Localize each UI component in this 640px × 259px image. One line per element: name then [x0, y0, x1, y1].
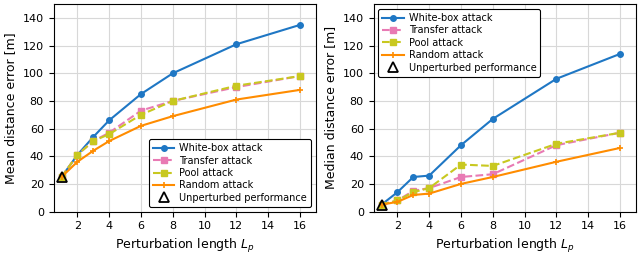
Transfer attack: [378, 203, 385, 206]
Random attack: [137, 124, 145, 127]
White-box attack: [426, 174, 433, 177]
Random attack: [58, 175, 65, 178]
Line: Transfer attack: Transfer attack: [59, 73, 303, 180]
Transfer attack: [489, 173, 497, 176]
White-box attack: [296, 23, 304, 26]
Pool attack: [394, 199, 401, 202]
Transfer attack: [137, 109, 145, 112]
Pool attack: [232, 84, 240, 87]
Transfer attack: [426, 186, 433, 190]
Pool attack: [58, 175, 65, 178]
White-box attack: [58, 175, 65, 178]
Line: Random attack: Random attack: [58, 87, 303, 181]
Random attack: [378, 203, 385, 206]
White-box attack: [90, 135, 97, 139]
Pool attack: [137, 113, 145, 116]
X-axis label: Perturbation length $L_p$: Perturbation length $L_p$: [435, 237, 575, 255]
Random attack: [296, 88, 304, 91]
White-box attack: [616, 52, 624, 55]
Transfer attack: [58, 175, 65, 178]
Random attack: [169, 114, 177, 118]
Line: Random attack: Random attack: [378, 145, 623, 208]
Transfer attack: [106, 131, 113, 134]
Pool attack: [106, 133, 113, 136]
White-box attack: [137, 92, 145, 96]
White-box attack: [169, 72, 177, 75]
Transfer attack: [232, 85, 240, 89]
Random attack: [616, 146, 624, 149]
White-box attack: [457, 144, 465, 147]
Pool attack: [552, 142, 560, 145]
Random attack: [489, 175, 497, 178]
White-box attack: [410, 175, 417, 178]
Line: Pool attack: Pool attack: [59, 73, 303, 180]
Pool attack: [378, 203, 385, 206]
White-box attack: [106, 119, 113, 122]
White-box attack: [552, 77, 560, 80]
Random attack: [457, 182, 465, 185]
Pool attack: [169, 99, 177, 103]
Line: Transfer attack: Transfer attack: [379, 130, 623, 207]
Pool attack: [457, 163, 465, 166]
Pool attack: [616, 131, 624, 134]
Pool attack: [410, 191, 417, 194]
Random attack: [426, 192, 433, 195]
Random attack: [74, 160, 81, 163]
White-box attack: [378, 203, 385, 206]
Transfer attack: [616, 131, 624, 134]
White-box attack: [394, 191, 401, 194]
White-box attack: [489, 117, 497, 120]
Transfer attack: [169, 99, 177, 103]
Legend: White-box attack, Transfer attack, Pool attack, Random attack, Unperturbed perfo: White-box attack, Transfer attack, Pool …: [149, 139, 311, 207]
Transfer attack: [90, 140, 97, 143]
Pool attack: [90, 140, 97, 143]
Random attack: [394, 200, 401, 203]
White-box attack: [232, 43, 240, 46]
Pool attack: [489, 164, 497, 168]
Line: White-box attack: White-box attack: [59, 22, 303, 180]
Transfer attack: [457, 175, 465, 178]
Random attack: [410, 193, 417, 197]
Random attack: [90, 149, 97, 152]
Transfer attack: [410, 189, 417, 192]
Transfer attack: [552, 144, 560, 147]
Transfer attack: [74, 153, 81, 156]
Y-axis label: Median distance error [m]: Median distance error [m]: [324, 26, 337, 189]
Y-axis label: Mean distance error [m]: Mean distance error [m]: [4, 32, 17, 184]
Pool attack: [74, 153, 81, 156]
Pool attack: [426, 186, 433, 190]
Random attack: [106, 140, 113, 143]
Line: White-box attack: White-box attack: [379, 51, 623, 207]
Transfer attack: [394, 199, 401, 202]
Line: Pool attack: Pool attack: [379, 130, 623, 207]
X-axis label: Perturbation length $L_p$: Perturbation length $L_p$: [115, 237, 255, 255]
Random attack: [552, 160, 560, 163]
Transfer attack: [296, 75, 304, 78]
Legend: White-box attack, Transfer attack, Pool attack, Random attack, Unperturbed perfo: White-box attack, Transfer attack, Pool …: [378, 9, 540, 76]
White-box attack: [74, 153, 81, 156]
Random attack: [232, 98, 240, 101]
Pool attack: [296, 75, 304, 78]
